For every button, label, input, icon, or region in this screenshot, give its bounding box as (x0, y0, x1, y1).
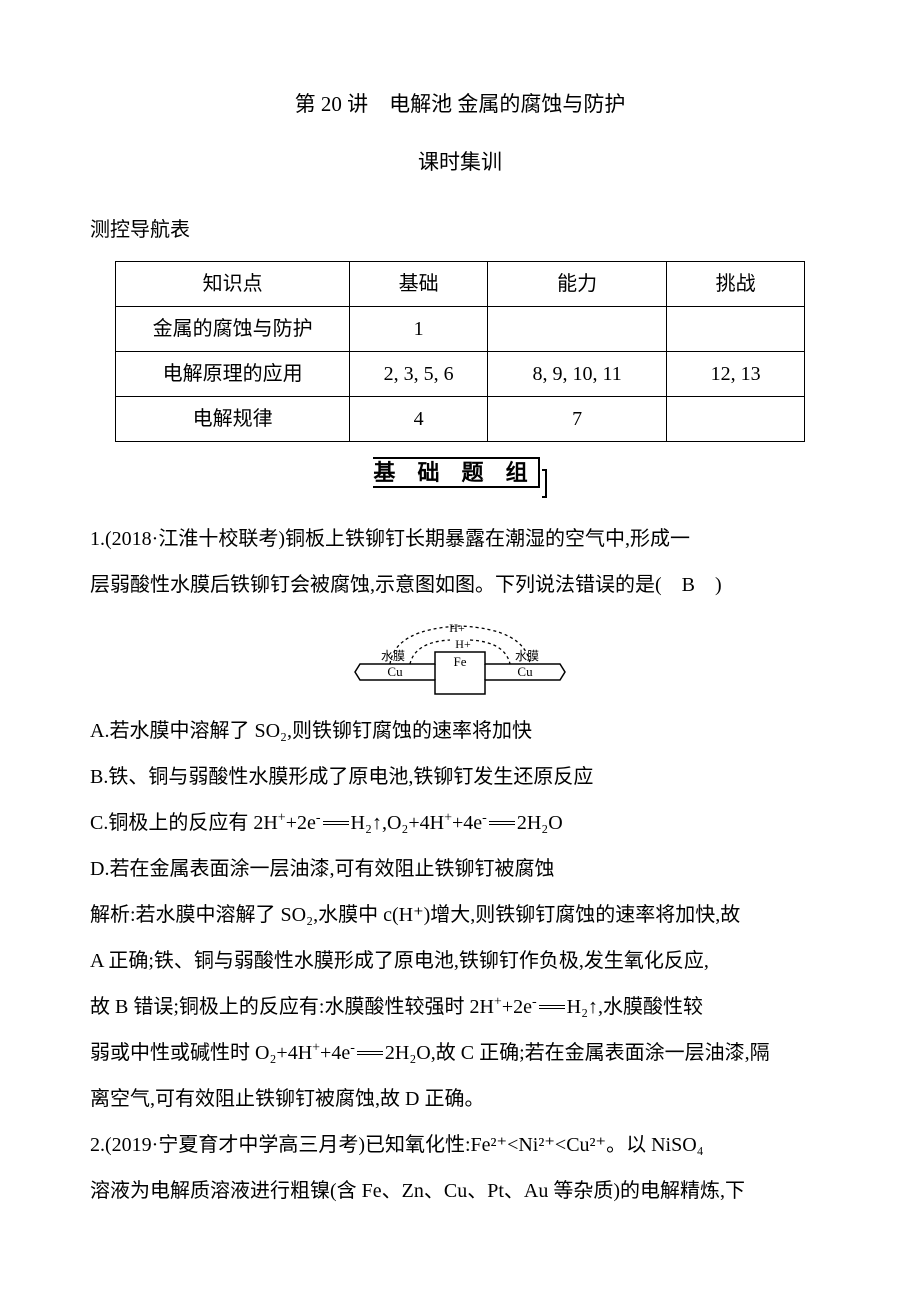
col-basic: 基础 (350, 261, 488, 306)
table-row: 电解原理的应用 2, 3, 5, 6 8, 9, 10, 11 12, 13 (116, 351, 805, 396)
col-challenge: 挑战 (667, 261, 805, 306)
cell: 1 (350, 306, 488, 351)
section-divider-label: 基 础 题 组 (373, 457, 539, 488)
table-row: 电解规律 4 7 (116, 396, 805, 441)
q1-opt-d: D.若在金属表面涂一层油漆,可有效阻止铁铆钉被腐蚀 (90, 846, 830, 892)
q2-line-2: 溶液为电解质溶液进行粗镍(含 Fe、Zn、Cu、Pt、Au 等杂质)的电解精炼,… (90, 1168, 830, 1214)
cell: 4 (350, 396, 488, 441)
col-ability: 能力 (488, 261, 667, 306)
film-right-label: 水膜 (515, 649, 539, 663)
q1-exp-1: 解析:若水膜中溶解了 SO₂,水膜中 c(H⁺)增大,则铁铆钉腐蚀的速率将加快,… (90, 892, 830, 938)
section-divider: 基 础 题 组 (90, 448, 830, 499)
cell (667, 396, 805, 441)
q1-exp-2: A 正确;铁、铜与弱酸性水膜形成了原电池,铁铆钉作负极,发生氧化反应, (90, 938, 830, 984)
corrosion-diagram: H+ H+ 水膜 水膜 Cu Cu Fe (335, 614, 585, 700)
cell: 电解原理的应用 (116, 351, 350, 396)
center-metal-label: Fe (454, 654, 467, 669)
q1-stem-b: 层弱酸性水膜后铁铆钉会被腐蚀,示意图如图。下列说法错误的是( B ) (90, 562, 830, 608)
table-row: 金属的腐蚀与防护 1 (116, 306, 805, 351)
cell (488, 306, 667, 351)
cell: 金属的腐蚀与防护 (116, 306, 350, 351)
cell (667, 306, 805, 351)
q1-exp-3: 故 B 错误;铜极上的反应有:水膜酸性较强时 2H++2e-H₂↑,水膜酸性较 (90, 984, 830, 1030)
film-left-label: 水膜 (381, 649, 405, 663)
q2-line-1: 2.(2019·宁夏育才中学高三月考)已知氧化性:Fe²⁺<Ni²⁺<Cu²⁺。… (90, 1122, 830, 1168)
col-topic: 知识点 (116, 261, 350, 306)
q1-opt-c: C.铜极上的反应有 2H++2e-H₂↑,O₂+4H++4e-2H₂O (90, 800, 830, 846)
page-title: 第 20 讲 电解池 金属的腐蚀与防护 (90, 80, 830, 128)
ion-near-label: H+ (455, 637, 471, 651)
nav-table: 知识点 基础 能力 挑战 金属的腐蚀与防护 1 电解原理的应用 2, 3, 5,… (115, 261, 805, 442)
cell: 2, 3, 5, 6 (350, 351, 488, 396)
cell: 8, 9, 10, 11 (488, 351, 667, 396)
left-metal-label: Cu (387, 664, 403, 679)
table-row: 知识点 基础 能力 挑战 (116, 261, 805, 306)
nav-label: 测控导航表 (90, 207, 830, 253)
q1-exp-4: 弱或中性或碱性时 O₂+4H++4e-2H₂O,故 C 正确;若在金属表面涂一层… (90, 1030, 830, 1076)
q1-exp-5: 离空气,可有效阻止铁铆钉被腐蚀,故 D 正确。 (90, 1076, 830, 1122)
page-subtitle: 课时集训 (90, 138, 830, 186)
q1-stem-a: 1.(2018·江淮十校联考)铜板上铁铆钉长期暴露在潮湿的空气中,形成一 (90, 516, 830, 562)
cell: 电解规律 (116, 396, 350, 441)
q1-opt-a: A.若水膜中溶解了 SO₂,则铁铆钉腐蚀的速率将加快 (90, 708, 830, 754)
cell: 7 (488, 396, 667, 441)
right-metal-label: Cu (517, 664, 533, 679)
cell: 12, 13 (667, 351, 805, 396)
ion-far-label: H+ (449, 621, 465, 635)
q1-opt-b: B.铁、铜与弱酸性水膜形成了原电池,铁铆钉发生还原反应 (90, 754, 830, 800)
